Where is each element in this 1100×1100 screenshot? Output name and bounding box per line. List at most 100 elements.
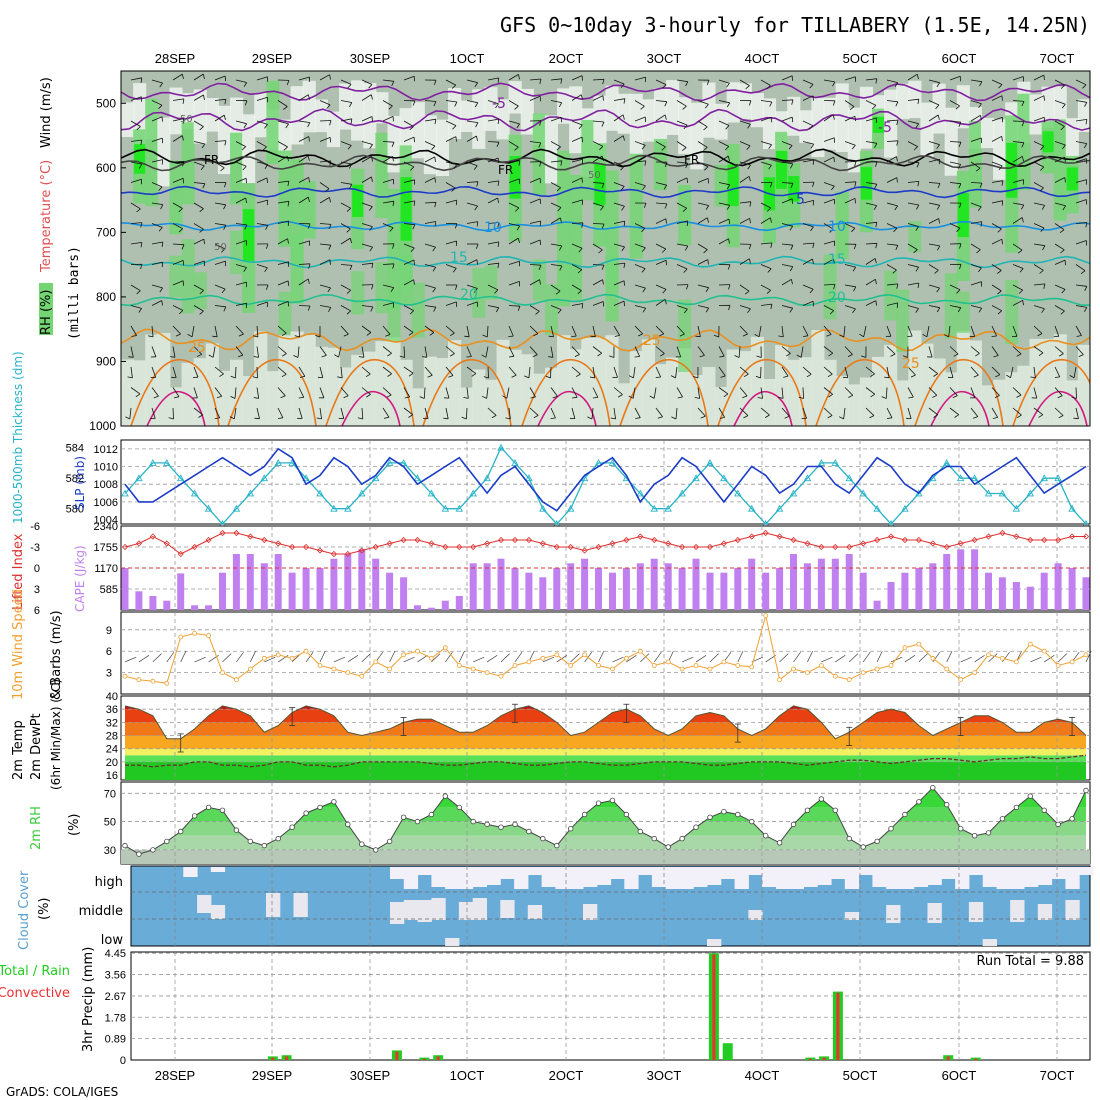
rh-marker [609,797,616,804]
rh-light-cell [169,387,183,426]
wind-barb-flag [597,352,602,357]
wind-barb-flag [399,355,405,358]
wind-barb [529,177,541,183]
wind-barb-flag [620,166,625,171]
wind-barb [550,100,562,103]
wind-barb [466,346,472,357]
cloud-high-gap [831,867,846,879]
wind-barb-flag [1084,307,1088,312]
wind-marker [136,677,142,683]
wind-barb-flag [953,353,959,357]
thickness-marker [121,489,129,497]
wind-barb-flag [476,259,478,265]
cloud-high-gap [858,867,873,875]
wind-barb [508,260,520,265]
wind-barb [424,325,435,333]
ylabel-precip: 3hr Precip (mm) [81,947,96,1052]
wind-barb-flag [474,102,479,108]
rh-moist-cell [532,113,546,195]
rh-moist-cell [835,191,849,260]
wind-barb [886,177,897,183]
wind-barb-flag [1006,374,1011,379]
thickness-marker [511,458,519,466]
wind-barb-flag [281,373,287,378]
rh-marker [164,838,170,845]
sounding-ylabels: RH (%) Temperature (°C) Wind (m/s) (mill… [39,77,82,340]
wind-barb-flag [790,245,794,250]
wind-barb [172,98,184,101]
wind-barb [487,407,497,416]
wind-barb-flag [391,81,395,86]
wind-barb [319,346,327,356]
lifted-marker [776,533,783,540]
wind-barb-flag [937,183,941,189]
rh-light-cell [750,336,764,426]
wind-barb-flag [245,303,248,309]
wind-barb-flag [725,125,730,130]
wind-barb [151,116,163,122]
wind-barb [319,100,331,106]
wind-barb [949,161,961,165]
wind-barb-flag [917,181,920,187]
wind-barb [697,100,709,105]
wind-barb-flag [530,396,536,399]
wind-barb-flag [452,125,457,130]
wind-barb [800,346,804,358]
cloud-high-gap [431,867,446,887]
pressure-tick-label: 600 [96,161,116,175]
wind-barb [193,161,205,167]
wind-barb-flag [1018,289,1023,294]
wind-barb [949,346,959,355]
wind-barb-flag [1001,239,1003,245]
wind-barb-flag [829,228,834,233]
wind-barb [613,262,625,265]
rh-light-cell [932,358,946,426]
wind-barb [655,346,665,354]
rh-marker [776,840,783,846]
thickness-marker [344,504,352,512]
top-date-label: 7OCT [1040,51,1075,66]
wind-barb-flag [849,106,855,111]
wind-barb-flag [719,417,725,419]
wind-barb-flag [978,307,983,313]
wind-barb-flag [810,226,814,232]
wind-barb [738,346,741,358]
rh-marker [763,833,769,839]
wind-barb-flag [350,118,353,124]
wind-barb-flag [410,247,415,253]
wind-barb-flag [685,163,689,168]
wind-barb [1054,202,1066,207]
wind-barb [424,305,436,308]
wind-barb [991,305,1002,312]
surface-barb [305,651,314,663]
wind-barb [1075,199,1087,204]
wind-barb-flag [223,115,226,120]
wind-barb [235,366,237,379]
wind-barb-flag [748,176,751,182]
rh-high-cell [788,175,800,202]
wind-barb [256,325,259,338]
rh-light-cell [896,380,910,426]
wind-marker [707,666,713,672]
rh-moist-low-cell [484,265,498,300]
rh-marker [512,821,518,828]
wind-barb-flag [664,101,668,107]
wind-barb [781,198,793,204]
rh-light-cell [762,379,777,426]
rh-marker [428,811,435,818]
wind-barb [571,75,583,81]
rh-dry-cell [181,93,195,130]
wind-barb-flag [349,265,353,271]
wind-barb [928,141,940,145]
wind-barb [172,177,184,183]
wind-barb-flag [429,332,435,336]
rh-high-cell [243,209,255,262]
lifted-marker [999,529,1006,537]
cloud-high-gap [968,867,984,875]
wind-barb [340,407,345,419]
wind-barb [739,387,748,397]
wind-marker [1000,655,1005,661]
wind-barb-flag [991,335,997,337]
wind-barb [277,238,288,245]
